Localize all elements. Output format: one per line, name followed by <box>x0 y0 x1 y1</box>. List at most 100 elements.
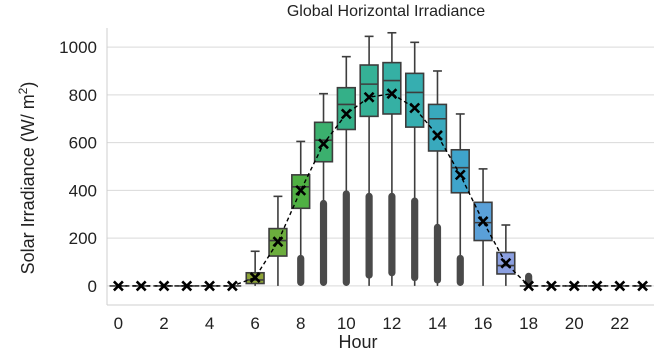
x-tick-label: 22 <box>610 314 629 333</box>
mean-marker-hour-16 <box>477 216 489 227</box>
mean-marker-stroke <box>363 91 375 103</box>
mean-marker-hour-1 <box>135 280 147 292</box>
boxplot-hour-15 <box>450 113 470 286</box>
mean-marker-stroke <box>318 138 329 150</box>
outlier-points <box>433 223 442 284</box>
boxplot-hour-16 <box>473 168 493 286</box>
x-tick-label: 4 <box>205 314 214 333</box>
mean-marker-hour-2 <box>158 280 170 292</box>
mean-marker-hour-21 <box>591 280 603 292</box>
boxplot-hour-9 <box>313 92 334 286</box>
mean-marker-stroke <box>500 257 512 269</box>
y-axis-label: Solar Irradiance (W/ m2) <box>16 82 38 275</box>
boxplot-hour-14 <box>427 70 448 286</box>
mean-marker-hour-6 <box>249 272 261 283</box>
outlier-points <box>388 192 396 277</box>
mean-marker-stroke <box>112 280 124 292</box>
mean-marker-hour-13 <box>409 102 421 114</box>
outlier-points <box>411 197 419 282</box>
mean-marker-hour-10 <box>340 108 352 120</box>
boxplot-hour-10 <box>336 55 357 286</box>
mean-marker-stroke <box>340 108 352 120</box>
x-tick-label: 16 <box>474 314 493 333</box>
y-tick-label: 600 <box>69 134 97 153</box>
outlier-points <box>319 199 328 286</box>
mean-marker-hour-22 <box>614 280 626 292</box>
y-tick-labels: 0 200 400 600 800 1000 <box>59 38 97 296</box>
mean-marker-hour-18 <box>523 280 535 292</box>
mean-marker-hour-17 <box>500 257 512 269</box>
x-tick-label: 10 <box>337 314 356 333</box>
mean-marker-hour-14 <box>432 130 443 141</box>
mean-marker-stroke <box>454 169 466 181</box>
x-tick-label: 12 <box>382 314 401 333</box>
box <box>382 61 402 115</box>
mean-marker-stroke <box>591 280 603 292</box>
mean-marker-stroke <box>204 280 215 292</box>
x-tick-label: 14 <box>428 314 447 333</box>
x-tick-label: 0 <box>114 314 123 333</box>
chart-title: Global Horizontal Irradiance <box>287 3 485 20</box>
mean-marker-stroke <box>477 216 489 227</box>
mean-line <box>112 88 649 292</box>
x-tick-label: 8 <box>296 314 305 333</box>
mean-marker-hour-9 <box>318 138 329 150</box>
boxplot-hour-18 <box>519 272 538 287</box>
mean-marker-stroke <box>135 280 147 292</box>
y-tick-label: 0 <box>88 277 97 296</box>
mean-marker-stroke <box>409 102 421 114</box>
mean-marker-stroke <box>295 184 307 196</box>
mean-marker-stroke <box>249 272 261 283</box>
mean-marker-stroke <box>523 280 535 292</box>
box <box>450 148 470 194</box>
boxplot-hour-8 <box>291 140 311 286</box>
box <box>404 72 425 128</box>
mean-marker-hour-4 <box>204 280 215 292</box>
mean-marker-hour-23 <box>637 280 649 292</box>
outlier-points <box>342 190 350 286</box>
y-tick-label: 1000 <box>59 38 97 57</box>
outlier-points <box>297 254 305 286</box>
outlier-points <box>456 254 464 286</box>
mean-marker-stroke <box>386 88 398 100</box>
boxplot-hour-17 <box>496 224 516 286</box>
mean-marker-stroke <box>272 236 284 248</box>
mean-marker-hour-8 <box>295 184 307 196</box>
mean-marker-hour-0 <box>112 280 124 292</box>
mean-marker-hour-20 <box>568 280 580 292</box>
box <box>359 64 379 118</box>
mean-marker-stroke <box>432 130 443 141</box>
mean-marker-stroke <box>181 280 193 292</box>
mean-marker-hour-11 <box>363 91 375 103</box>
mean-marker-stroke <box>637 280 649 292</box>
x-tick-label: 18 <box>519 314 538 333</box>
boxplots <box>109 31 652 287</box>
gridlines <box>106 28 654 306</box>
boxplot-hour-13 <box>404 41 425 286</box>
mean-marker-hour-19 <box>546 280 557 292</box>
outlier-points <box>365 192 373 279</box>
boxplot-hour-11 <box>359 35 379 286</box>
x-tick-labels: 0 2 4 6 8 10 12 14 16 18 20 22 <box>114 314 630 333</box>
y-tick-label: 800 <box>69 86 97 105</box>
mean-marker-stroke <box>546 280 557 292</box>
mean-marker-hour-12 <box>386 88 398 100</box>
box <box>336 86 357 131</box>
x-tick-label: 6 <box>250 314 259 333</box>
y-tick-label: 400 <box>69 181 97 200</box>
mean-marker-stroke <box>226 280 238 292</box>
mean-marker-stroke <box>568 280 580 292</box>
mean-marker-hour-3 <box>181 280 193 292</box>
mean-marker-hour-15 <box>454 169 466 181</box>
x-tick-label: 2 <box>159 314 168 333</box>
mean-trend-line <box>118 92 643 287</box>
mean-marker-hour-7 <box>272 236 284 248</box>
x-axis-label: Hour <box>338 332 377 352</box>
y-tick-label: 200 <box>69 229 97 248</box>
mean-marker-hour-5 <box>226 280 238 292</box>
x-tick-label: 20 <box>565 314 584 333</box>
mean-marker-stroke <box>158 280 170 292</box>
boxplot-hour-12 <box>382 31 402 286</box>
mean-marker-stroke <box>614 280 626 292</box>
